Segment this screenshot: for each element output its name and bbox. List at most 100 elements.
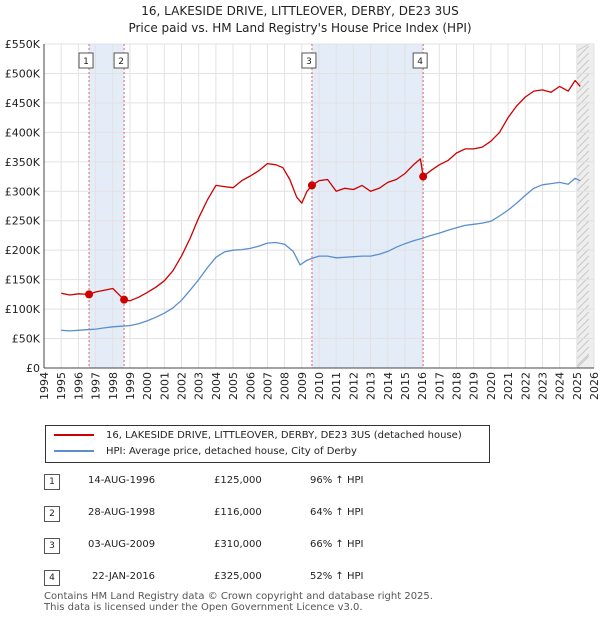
y-tick-label: £400K (5, 126, 41, 139)
hatch-line (576, 311, 590, 325)
hatch-line (576, 304, 590, 318)
x-tick-label: 2026 (588, 372, 600, 400)
hatch-line (576, 94, 590, 108)
y-tick-label: £500K (5, 67, 41, 80)
hatch-line (576, 213, 590, 227)
y-tick-label: £550K (5, 38, 41, 51)
sale-point (307, 181, 316, 190)
property-series-line (61, 79, 581, 302)
x-tick-label: 1997 (90, 372, 103, 400)
x-tick-label: 2006 (244, 372, 257, 400)
hatch-line (576, 290, 590, 304)
x-tick-label: 2015 (399, 372, 412, 400)
hatch-line (576, 150, 590, 164)
legend-label-property: 16, LAKESIDE DRIVE, LITTLEOVER, DERBY, D… (106, 430, 462, 441)
hatch-line (576, 108, 590, 122)
legend-swatch-hpi (54, 450, 94, 452)
y-tick-label: £150K (5, 274, 41, 287)
hatch-line (576, 143, 590, 157)
hatch-line (576, 192, 590, 206)
sale-date: 28-AUG-1998 (88, 507, 156, 518)
hatch-line (576, 297, 590, 311)
x-tick-label: 2009 (296, 372, 309, 400)
x-tick-label: 2011 (330, 372, 343, 400)
sale-point (419, 172, 428, 181)
hatch-line (576, 178, 590, 192)
x-tick-label: 2022 (519, 372, 532, 400)
x-tick-label: 2012 (347, 372, 360, 400)
sale-label-box (78, 52, 94, 69)
sale-label: 1 (83, 57, 89, 67)
hatch-line (576, 45, 590, 59)
sale-row: 2 28-AUG-1998 £116,000 64% ↑ HPI (44, 504, 484, 522)
hatch-line (576, 234, 590, 248)
y-tick-label: £350K (5, 156, 41, 169)
hatch-line (576, 346, 590, 360)
footer-licence: This data is licensed under the Open Gov… (44, 602, 363, 613)
hatch-line (576, 339, 590, 353)
hatch-line (576, 52, 590, 66)
x-tick-label: 2010 (313, 372, 326, 400)
sale-period-band (89, 44, 125, 368)
sale-label-box (113, 52, 129, 69)
x-tick-label: 2021 (502, 372, 515, 400)
y-tick-label: £300K (5, 185, 41, 198)
chart-subtitle: Price paid vs. HM Land Registry's House … (128, 21, 472, 35)
x-tick-label: 2001 (158, 372, 171, 400)
x-tick-label: 2025 (571, 372, 584, 400)
x-tick-label: 2002 (176, 372, 189, 400)
hatch-line (576, 262, 590, 276)
x-tick-label: 1995 (55, 372, 68, 400)
x-tick-label: 2007 (261, 372, 274, 400)
x-tick-label: 2004 (210, 372, 223, 400)
x-tick-label: 2013 (365, 372, 378, 400)
chart-title: 16, LAKESIDE DRIVE, LITTLEOVER, DERBY, D… (141, 4, 459, 18)
hatch-line (576, 80, 590, 94)
x-tick-label: 2017 (433, 372, 446, 400)
y-tick-label: £450K (5, 97, 41, 110)
sale-price: £125,000 (214, 475, 262, 486)
sale-point (85, 290, 94, 299)
x-tick-label: 2018 (451, 372, 464, 400)
sale-label: 4 (417, 57, 423, 67)
x-tick-label: 2014 (382, 372, 395, 400)
hatch-line (576, 199, 590, 213)
x-tick-label: 2003 (193, 372, 206, 400)
hatch-line (576, 355, 590, 369)
x-tick-label: 2019 (468, 372, 481, 400)
x-tick-label: 2016 (416, 372, 429, 400)
hatch-line (576, 164, 590, 178)
hatch-line (576, 87, 590, 101)
hatch-line (576, 185, 590, 199)
sale-hpi-change: 52% ↑ HPI (310, 571, 364, 582)
sale-number-badge: 2 (44, 506, 60, 522)
hatch-line (576, 318, 590, 332)
sale-hpi-change: 64% ↑ HPI (310, 507, 364, 518)
x-tick-label: 1996 (72, 372, 85, 400)
x-tick-label: 2005 (227, 372, 240, 400)
x-tick-label: 2024 (554, 372, 567, 400)
sale-date: 03-AUG-2009 (88, 539, 156, 550)
x-tick-label: 1998 (107, 372, 120, 400)
hatch-line (576, 171, 590, 185)
hatch-line (576, 325, 590, 339)
x-tick-label: 1994 (38, 372, 51, 400)
y-tick-label: £250K (5, 215, 41, 228)
hatch-line (576, 241, 590, 255)
sale-price: £116,000 (214, 507, 262, 518)
x-tick-label: 2000 (141, 372, 154, 400)
x-tick-label: 2020 (485, 372, 498, 400)
sale-point (120, 295, 129, 304)
sale-price: £325,000 (214, 571, 262, 582)
hpi-series-line (61, 177, 581, 332)
sale-date: 14-AUG-1996 (88, 475, 156, 486)
x-tick-label: 1999 (124, 372, 137, 400)
sale-label: 3 (306, 57, 312, 67)
hatch-line (576, 122, 590, 136)
forecast-region (576, 44, 594, 368)
sale-hpi-change: 66% ↑ HPI (310, 539, 364, 550)
chart-legend: 16, LAKESIDE DRIVE, LITTLEOVER, DERBY, D… (45, 425, 490, 463)
y-tick-label: £200K (5, 244, 41, 257)
x-tick-label: 2023 (536, 372, 549, 400)
sale-label: 2 (118, 57, 124, 67)
